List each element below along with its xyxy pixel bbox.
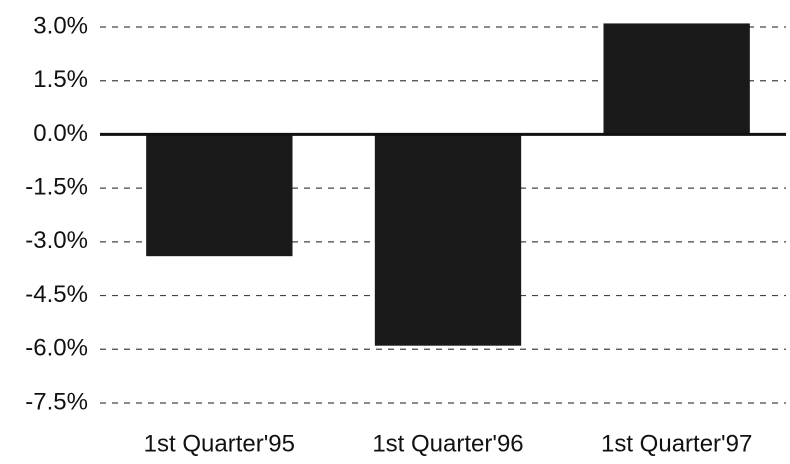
y-tick-label: -6.0% [25,335,88,362]
y-tick-label: -7.5% [25,388,88,415]
y-tick-label: 1.5% [33,66,88,93]
y-tick-label: -3.0% [25,227,88,254]
y-tick-label: -1.5% [25,173,88,200]
y-tick-label: -4.5% [25,281,88,308]
bar [603,23,750,135]
y-tick-label: 0.0% [33,120,88,147]
bar [146,134,293,257]
bar [374,134,522,346]
x-tick-label: 1st Quarter'96 [372,430,523,457]
x-tick-label: 1st Quarter'95 [144,430,295,457]
x-tick-label: 1st Quarter'97 [601,430,752,457]
y-tick-label: 3.0% [33,12,88,39]
